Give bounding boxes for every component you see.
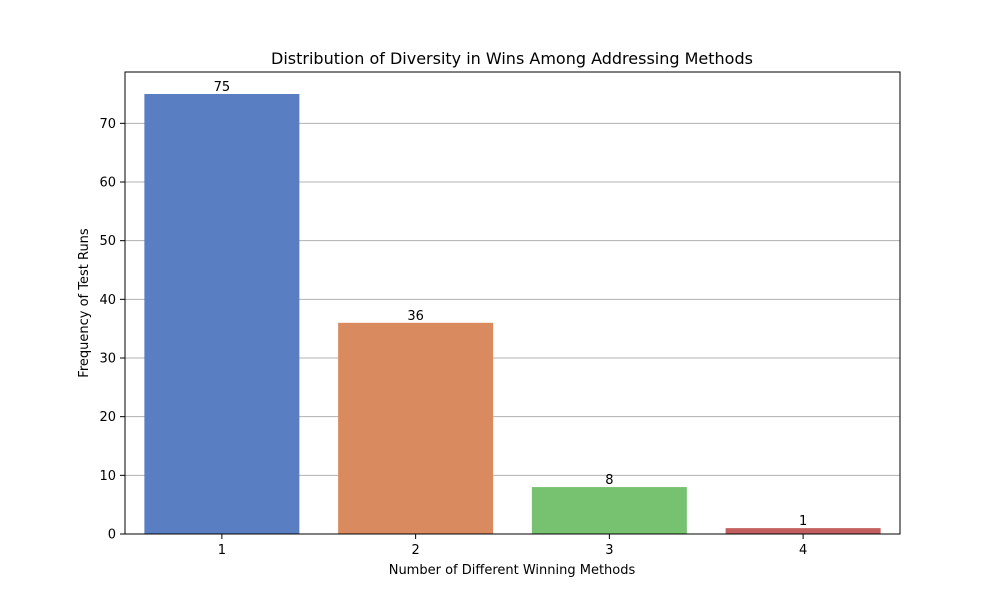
bar-3 [531,487,687,534]
bar-4 [725,528,881,534]
data-label: 1 [799,514,807,529]
y-tick-label: 0 [108,528,116,543]
x-tick-label: 1 [218,543,226,558]
y-tick-label: 20 [99,410,116,425]
data-label: 8 [605,473,613,488]
data-labels: 75 36 8 1 [214,80,808,529]
y-tick-label: 70 [99,117,116,132]
bar-1 [144,94,300,534]
bars [144,94,881,534]
chart-title: Distribution of Diversity in Wins Among … [271,49,753,68]
bar-2 [338,322,494,534]
y-tick-label: 10 [99,469,116,484]
data-label: 75 [214,80,231,95]
x-tick-label: 2 [411,543,419,558]
y-tick-label: 60 [99,176,116,191]
x-tick-label: 3 [605,543,613,558]
y-tick-label: 50 [99,234,116,249]
y-tick-label: 30 [99,352,116,367]
y-axis-label: Frequency of Test Runs [77,228,92,378]
y-tick-label: 40 [99,293,116,308]
data-label: 36 [407,309,424,324]
x-axis-label: Number of Different Winning Methods [389,563,636,578]
x-tick-label: 4 [799,543,807,558]
x-axis-ticks: 1 2 3 4 [218,534,807,558]
y-axis-ticks: 0 10 20 30 40 50 60 70 [99,117,125,543]
plot-frame [124,71,901,535]
